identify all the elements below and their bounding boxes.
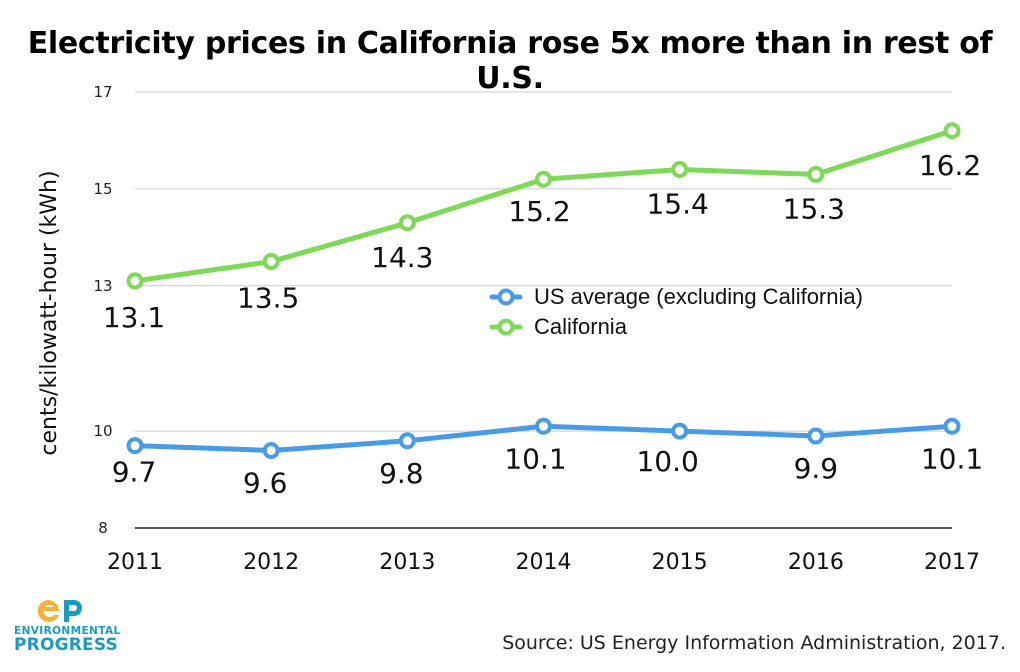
data-label: 16.2 — [919, 149, 981, 182]
data-label: 15.2 — [508, 195, 570, 228]
y-tick-label: 8 — [98, 519, 108, 537]
gridlines — [135, 91, 952, 529]
x-tick-labels: 2011 2012 2013 2014 2015 2016 2017 — [107, 550, 980, 575]
data-label: 10.1 — [504, 442, 566, 475]
y-tick-label: 13 — [93, 277, 112, 295]
legend-swatch-marker — [497, 288, 515, 306]
x-tick-label: 2014 — [516, 550, 572, 575]
data-point — [535, 170, 552, 188]
data-label: 10.1 — [921, 442, 983, 475]
data-point — [807, 165, 825, 183]
legend-label: US average (excluding California) — [534, 284, 863, 309]
data-label: 14.3 — [371, 241, 433, 274]
logo-text-line1: ENVIRONMENTAL — [14, 625, 121, 637]
data-label: 10.0 — [636, 445, 698, 478]
y-tick-label: 17 — [93, 83, 112, 101]
data-point — [398, 432, 416, 450]
data-point — [126, 437, 144, 455]
legend-label: California — [534, 314, 628, 339]
data-point — [535, 417, 552, 435]
data-label: 15.4 — [646, 188, 708, 221]
source-note: Source: US Energy Information Administra… — [502, 632, 1006, 654]
data-point — [943, 417, 961, 435]
x-tick-label: 2015 — [652, 550, 708, 575]
data-point — [807, 427, 825, 445]
data-point — [671, 161, 689, 179]
data-label: 15.3 — [783, 192, 845, 225]
x-tick-label: 2013 — [379, 550, 435, 575]
legend-swatch-marker — [497, 318, 515, 336]
y-tick-label: 15 — [93, 180, 112, 198]
x-tick-label: 2016 — [788, 550, 844, 575]
series-us-average — [126, 417, 961, 459]
data-label: 9.8 — [379, 457, 424, 490]
y-axis-label: cents/kilowatt-hour (kWh) — [37, 170, 62, 455]
ep-logo-icon — [37, 599, 82, 622]
environmental-progress-logo: ENVIRONMENTAL PROGRESS — [14, 598, 121, 655]
data-label: 9.6 — [243, 466, 288, 499]
series-california — [126, 122, 961, 290]
data-point — [943, 122, 961, 140]
y-tick-label: 10 — [93, 422, 112, 440]
data-label: 9.7 — [112, 456, 157, 489]
data-label: 9.9 — [794, 452, 839, 485]
data-point — [126, 272, 144, 290]
data-point — [398, 214, 416, 232]
logo-text-line2: PROGRESS — [14, 634, 118, 655]
data-label: 13.5 — [237, 282, 299, 315]
data-labels: 9.7 9.6 9.8 10.1 10.0 9.9 10.1 13.1 13.5 14.3 15.2… — [103, 149, 983, 500]
data-point — [671, 422, 689, 440]
data-point — [262, 441, 280, 459]
x-tick-label: 2011 — [107, 550, 163, 575]
data-series — [126, 122, 961, 459]
y-tick-labels: 8 10 13 15 17 — [93, 83, 112, 537]
data-label: 13.1 — [103, 301, 165, 334]
legend-item: US average (excluding California) — [489, 284, 863, 309]
legend: US average (excluding California) Califor… — [489, 284, 863, 339]
x-tick-label: 2017 — [924, 550, 980, 575]
legend-item: California — [489, 314, 628, 339]
chart-title: Electricity prices in California rose 5x… — [27, 26, 993, 96]
data-point — [262, 253, 280, 271]
x-tick-label: 2012 — [243, 550, 299, 575]
